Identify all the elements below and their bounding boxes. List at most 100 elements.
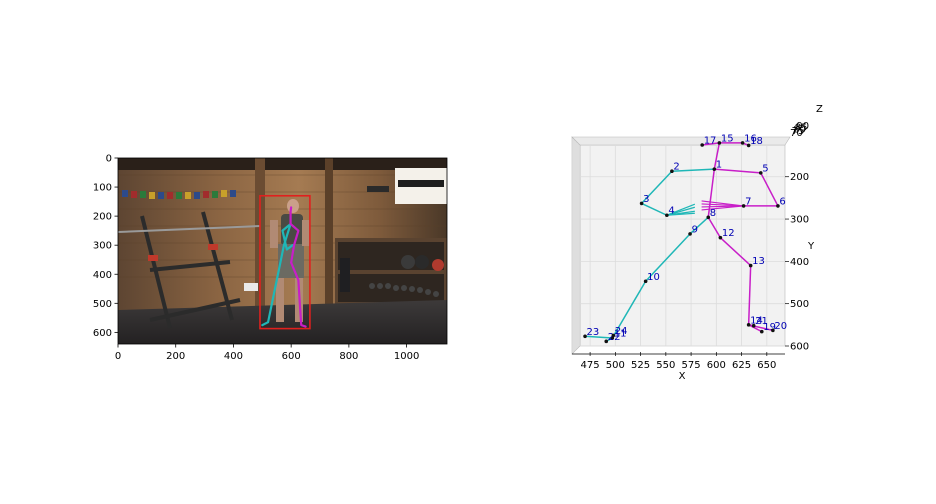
- y-tick-label: 500: [790, 299, 809, 310]
- prayer-flags: [122, 190, 236, 199]
- joint-label: 10: [647, 272, 660, 283]
- joint-label: 12: [722, 228, 735, 239]
- image-axes: 0 200 400 600 800 1000 0 100 200 300 400 500 600: [93, 154, 419, 363]
- z-axis-label: Z: [816, 104, 823, 115]
- bounding-box: [259, 194, 311, 330]
- z-tick-label: 80: [793, 124, 806, 135]
- joint-label: 3: [643, 194, 649, 205]
- joint-label: 9: [692, 224, 698, 235]
- y-axis-label: Y: [807, 241, 815, 252]
- hand-left-finger: [666, 203, 696, 216]
- skeleton-2d-segment: [289, 206, 293, 226]
- x-tick-label: 525: [631, 360, 650, 371]
- y-tick-label: 300: [93, 241, 112, 252]
- hand-left-finger: [666, 212, 695, 216]
- x-tick-label: 625: [732, 360, 751, 371]
- joint-label: 6: [779, 196, 785, 207]
- joint-label: 24: [615, 326, 628, 337]
- z-tick-label: 90: [796, 121, 809, 132]
- joint-label: 22: [608, 332, 621, 343]
- skeleton-2d-segment: [281, 222, 294, 251]
- skeleton-2d-segment: [289, 222, 300, 264]
- pose-2d-overlay: [259, 194, 311, 330]
- y-tick-label: 300: [790, 215, 809, 226]
- bone-8-12: [707, 216, 722, 239]
- joint-12: [718, 235, 723, 240]
- joint-6: [776, 204, 780, 208]
- image-frame: [117, 157, 448, 345]
- bone-1-5: [714, 168, 761, 174]
- bone-15-17: [702, 142, 720, 146]
- joint-label: 18: [750, 136, 763, 147]
- x-tick-label: 0: [115, 351, 121, 362]
- y-tick-label: 400: [93, 270, 112, 281]
- z-tick-label: 70: [790, 128, 803, 139]
- x-axis-label: X: [679, 371, 686, 382]
- hand-right-finger: [701, 205, 744, 211]
- x-tick-label: 550: [656, 360, 675, 371]
- bone-11-23: [585, 335, 613, 339]
- bone-13-14: [747, 265, 752, 325]
- joint-label: 4: [668, 206, 674, 217]
- z-tick-label: 85: [795, 123, 808, 134]
- joint-label: 5: [762, 163, 768, 174]
- joint-20: [771, 328, 775, 333]
- joint-18: [746, 143, 751, 148]
- bone-5-6: [760, 172, 779, 207]
- x-tick-label: 600: [707, 360, 726, 371]
- joint-13: [748, 263, 753, 268]
- joint-label: 21: [755, 316, 768, 327]
- joint-label: 19: [763, 322, 776, 333]
- y-tick-label: 100: [93, 183, 112, 194]
- joint-label: 15: [721, 133, 734, 144]
- joint-23: [583, 334, 587, 339]
- joint-22: [604, 339, 609, 344]
- joint-14: [746, 323, 751, 327]
- y-tick-label: 0: [106, 154, 112, 165]
- joint-label: 16: [744, 133, 757, 144]
- grid-lines: [580, 145, 785, 347]
- joint-21: [751, 323, 756, 328]
- y-tick-label: 200: [790, 172, 809, 183]
- y-tick-label: 200: [93, 212, 112, 223]
- joint-9: [688, 232, 692, 236]
- x-tick-label: 575: [682, 360, 701, 371]
- skeleton-2d-segment: [261, 222, 292, 327]
- x-tick-label: 200: [166, 351, 185, 362]
- joint-16: [740, 141, 745, 145]
- image-panel: 0 200 400 600 800 1000 0 100 200 300 400 500 600: [93, 154, 448, 363]
- y-tick-label: 400: [790, 257, 809, 268]
- x-tick-label: 475: [581, 360, 600, 371]
- joint-24: [611, 333, 616, 338]
- bone-2-3: [641, 170, 673, 204]
- y-tick-label: 600: [790, 342, 809, 353]
- joint-label: 17: [704, 136, 717, 147]
- joint-label: 8: [710, 208, 716, 219]
- joint-label: 7: [745, 196, 751, 207]
- bone-12-13: [719, 237, 752, 267]
- bone-8-9: [689, 216, 709, 235]
- skeleton-2d-segment: [290, 261, 307, 328]
- bone-3-4: [641, 202, 668, 216]
- y-tick-label: 500: [93, 299, 112, 310]
- bone-9-10: [645, 233, 691, 282]
- pose-3d-axes: 475 500 525 550 575 600 625 650X200300400500600…: [572, 104, 823, 382]
- joint-15: [717, 141, 722, 145]
- joint-2: [670, 169, 674, 174]
- x-tick-label: 400: [224, 351, 243, 362]
- joint-label: 11: [614, 328, 627, 339]
- bone-10-11: [611, 280, 647, 339]
- joint-4: [665, 213, 669, 218]
- z-tick-label: 75: [792, 126, 805, 137]
- joint-10: [643, 279, 648, 284]
- joint-5: [758, 171, 763, 175]
- joint-label: 14: [750, 315, 763, 326]
- x-tick-label: 1000: [394, 351, 419, 362]
- joint-label: 23: [587, 327, 600, 338]
- y-tick-label: 600: [93, 328, 112, 339]
- joint-3: [639, 201, 644, 206]
- x-tick-label: 800: [339, 351, 358, 362]
- squat-rack: [140, 211, 241, 329]
